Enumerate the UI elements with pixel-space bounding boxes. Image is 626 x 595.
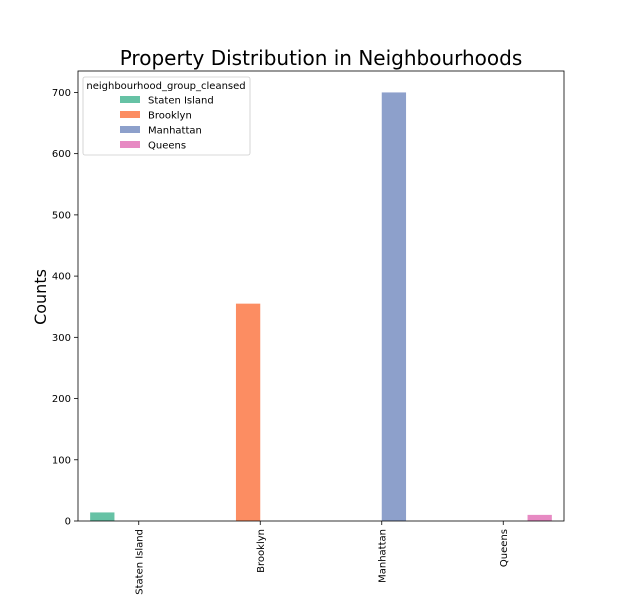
legend-items: Staten Island Brooklyn Manhattan Queens bbox=[120, 96, 214, 152]
legend-label: Queens bbox=[148, 141, 186, 152]
y-tick-label: 700 bbox=[52, 88, 71, 99]
y-axis-label: Counts bbox=[31, 269, 50, 325]
y-tick-label: 200 bbox=[52, 394, 71, 405]
legend-swatch bbox=[120, 141, 140, 148]
legend-swatch bbox=[120, 126, 140, 133]
x-tick-label: Brooklyn bbox=[256, 529, 267, 573]
legend-swatch bbox=[120, 96, 140, 103]
legend: neighbourhood_group_cleansed Staten Isla… bbox=[82, 76, 251, 156]
x-axis: Staten Island Brooklyn Manhattan Queens bbox=[134, 521, 510, 595]
legend-swatch bbox=[120, 111, 140, 118]
legend-label: Brooklyn bbox=[148, 111, 192, 122]
y-tick-label: 300 bbox=[52, 333, 71, 344]
bar bbox=[90, 512, 115, 521]
x-tick-label: Queens bbox=[499, 529, 510, 567]
legend-title: neighbourhood_group_cleansed bbox=[86, 81, 245, 92]
x-tick-label: Manhattan bbox=[377, 529, 388, 583]
y-tick-label: 100 bbox=[52, 455, 71, 466]
bar bbox=[381, 92, 407, 521]
legend-label: Staten Island bbox=[148, 96, 214, 107]
y-axis: 0 100 200 300 400 500 600 700 bbox=[52, 88, 78, 528]
bar bbox=[235, 303, 261, 521]
y-tick-label: 400 bbox=[52, 272, 71, 283]
plot-frame bbox=[77, 70, 565, 522]
x-tick-label: Staten Island bbox=[134, 529, 145, 595]
legend-label: Manhattan bbox=[148, 126, 202, 137]
bar bbox=[527, 514, 552, 521]
y-tick-label: 600 bbox=[52, 149, 71, 160]
y-tick-label: 0 bbox=[65, 517, 71, 528]
y-tick-label: 500 bbox=[52, 210, 71, 221]
bars-layer bbox=[90, 92, 552, 521]
chart-title: Property Distribution in Neighbourhoods bbox=[120, 46, 523, 70]
